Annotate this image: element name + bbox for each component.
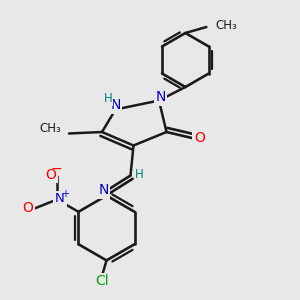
Text: CH₃: CH₃ bbox=[215, 19, 237, 32]
Text: O: O bbox=[22, 202, 33, 215]
Text: −: − bbox=[50, 162, 62, 176]
Text: O: O bbox=[45, 168, 56, 182]
Text: N: N bbox=[110, 98, 121, 112]
Text: H: H bbox=[135, 167, 144, 181]
Text: +: + bbox=[61, 189, 69, 199]
Text: H: H bbox=[103, 92, 112, 105]
Text: N: N bbox=[98, 184, 109, 197]
Text: N: N bbox=[155, 90, 166, 104]
Text: N: N bbox=[55, 192, 65, 206]
Text: Cl: Cl bbox=[95, 274, 109, 288]
Text: O: O bbox=[194, 131, 205, 145]
Text: CH₃: CH₃ bbox=[40, 122, 62, 136]
